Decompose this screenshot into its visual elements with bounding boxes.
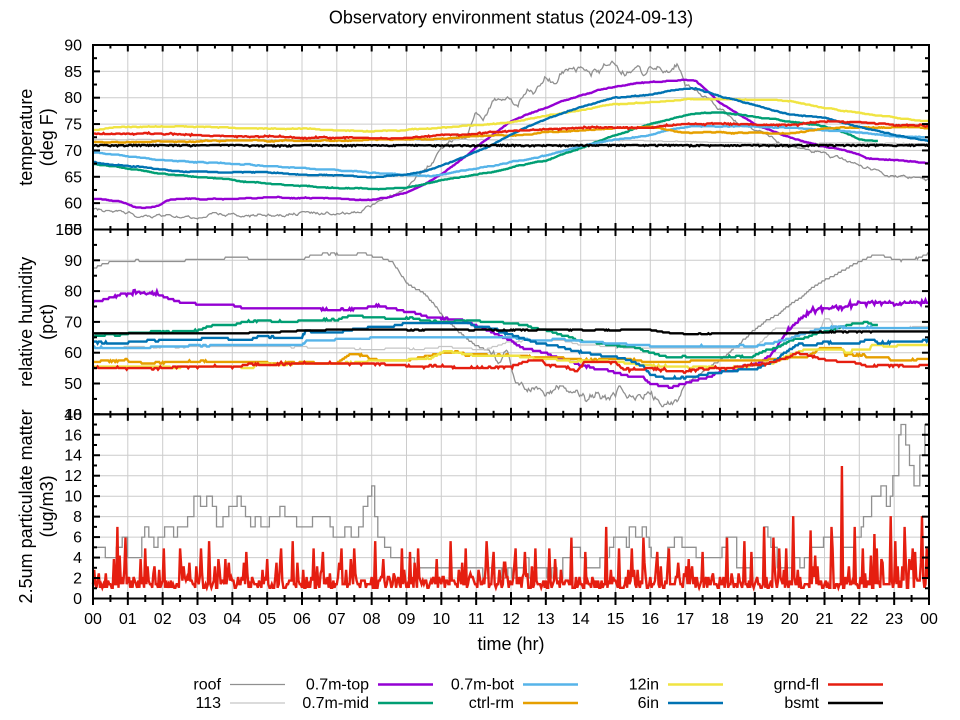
svg-text:70: 70 xyxy=(64,314,82,331)
svg-text:roof: roof xyxy=(193,677,221,694)
svg-text:Observatory environment status: Observatory environment status (2024-09-… xyxy=(329,8,693,28)
svg-text:12in: 12in xyxy=(629,677,659,694)
svg-text:18: 18 xyxy=(64,407,82,424)
svg-text:6in: 6in xyxy=(638,695,659,712)
svg-text:0: 0 xyxy=(73,591,82,608)
svg-text:01: 01 xyxy=(119,611,137,628)
svg-text:06: 06 xyxy=(293,611,311,628)
svg-text:temperature: temperature xyxy=(16,89,36,186)
svg-text:0.7m-bot: 0.7m-bot xyxy=(451,677,515,694)
svg-text:85: 85 xyxy=(64,64,82,81)
svg-text:relative humidity: relative humidity xyxy=(16,257,36,387)
svg-text:17: 17 xyxy=(676,611,694,628)
svg-text:grnd-fl: grnd-fl xyxy=(774,677,819,694)
svg-text:55: 55 xyxy=(64,222,82,239)
svg-text:50: 50 xyxy=(64,376,82,393)
svg-text:80: 80 xyxy=(64,284,82,301)
svg-text:90: 90 xyxy=(64,38,82,55)
svg-text:100: 100 xyxy=(55,222,82,239)
svg-text:09: 09 xyxy=(398,611,416,628)
svg-text:03: 03 xyxy=(189,611,207,628)
svg-text:16: 16 xyxy=(641,611,659,628)
svg-text:14: 14 xyxy=(572,611,590,628)
svg-text:ctrl-rm: ctrl-rm xyxy=(469,695,514,712)
svg-text:(pct): (pct) xyxy=(37,304,57,340)
svg-text:90: 90 xyxy=(64,253,82,270)
svg-text:2.5um particulate matter: 2.5um particulate matter xyxy=(16,409,36,603)
svg-text:65: 65 xyxy=(64,169,82,186)
svg-text:08: 08 xyxy=(363,611,381,628)
svg-text:12: 12 xyxy=(64,468,82,485)
svg-text:22: 22 xyxy=(850,611,868,628)
svg-text:14: 14 xyxy=(64,448,82,465)
svg-text:04: 04 xyxy=(223,611,241,628)
svg-text:0.7m-mid: 0.7m-mid xyxy=(302,695,369,712)
svg-text:80: 80 xyxy=(64,90,82,107)
svg-text:60: 60 xyxy=(64,345,82,362)
svg-text:20: 20 xyxy=(781,611,799,628)
svg-text:18: 18 xyxy=(711,611,729,628)
svg-text:2: 2 xyxy=(73,571,82,588)
svg-text:13: 13 xyxy=(537,611,555,628)
svg-text:4: 4 xyxy=(73,550,82,567)
svg-text:11: 11 xyxy=(468,611,485,628)
svg-text:40: 40 xyxy=(64,407,82,424)
svg-text:time (hr): time (hr) xyxy=(478,634,545,654)
svg-text:60: 60 xyxy=(64,196,82,213)
svg-text:(deg F): (deg F) xyxy=(37,108,57,166)
svg-text:(ug/m3): (ug/m3) xyxy=(37,475,57,537)
svg-text:00: 00 xyxy=(920,611,938,628)
svg-text:bsmt: bsmt xyxy=(784,695,819,712)
svg-text:19: 19 xyxy=(746,611,764,628)
svg-text:00: 00 xyxy=(84,611,102,628)
svg-text:0.7m-top: 0.7m-top xyxy=(306,677,369,694)
svg-text:6: 6 xyxy=(73,530,82,547)
svg-text:113: 113 xyxy=(195,695,221,712)
svg-text:16: 16 xyxy=(64,427,82,444)
svg-text:10: 10 xyxy=(432,611,450,628)
svg-text:07: 07 xyxy=(328,611,346,628)
svg-text:02: 02 xyxy=(154,611,172,628)
svg-text:21: 21 xyxy=(816,611,834,628)
svg-text:8: 8 xyxy=(73,509,82,526)
svg-text:12: 12 xyxy=(502,611,520,628)
svg-text:10: 10 xyxy=(64,489,82,506)
svg-text:75: 75 xyxy=(64,117,82,134)
svg-text:23: 23 xyxy=(885,611,903,628)
svg-text:15: 15 xyxy=(607,611,625,628)
svg-text:05: 05 xyxy=(258,611,276,628)
svg-text:70: 70 xyxy=(64,143,82,160)
